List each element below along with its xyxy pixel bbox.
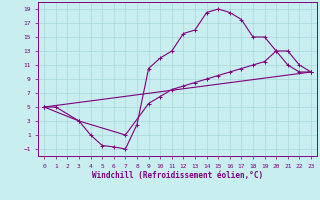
X-axis label: Windchill (Refroidissement éolien,°C): Windchill (Refroidissement éolien,°C) [92,171,263,180]
